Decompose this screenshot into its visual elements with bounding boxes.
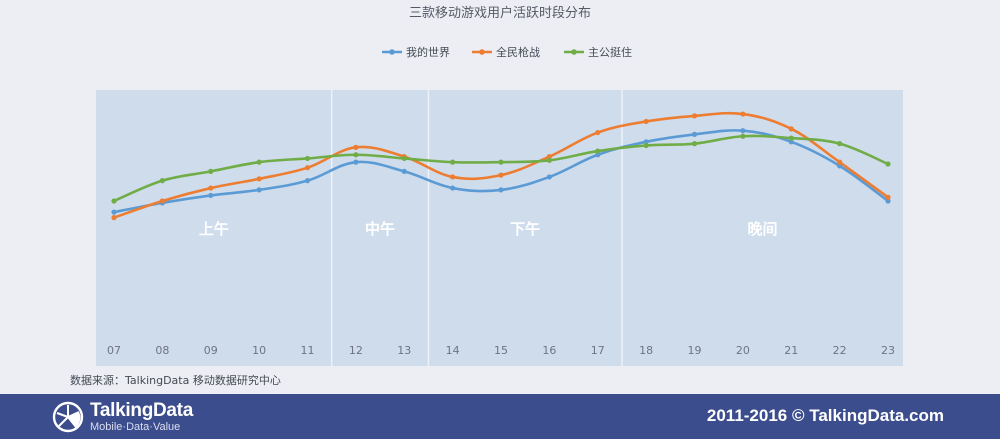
legend-label: 全民枪战 <box>496 45 540 59</box>
data-point <box>208 185 214 191</box>
chart-title: 三款移动游戏用户活跃时段分布 <box>409 5 591 21</box>
data-point <box>643 118 649 125</box>
data-point <box>401 155 407 162</box>
data-point <box>111 215 117 221</box>
period-labels: 上午 中午 下午 晚间 <box>199 220 778 238</box>
x-tick-label: 11 <box>301 344 315 357</box>
data-point <box>546 174 552 180</box>
x-tick-label: 13 <box>397 344 411 357</box>
x-tick-label: 21 <box>784 344 798 357</box>
data-point <box>111 198 117 204</box>
legend-marker <box>479 49 485 55</box>
x-tick-label: 14 <box>446 344 460 357</box>
data-point <box>304 165 311 171</box>
period-label: 下午 <box>510 220 540 238</box>
data-point <box>546 157 552 163</box>
logo-name: TalkingData <box>90 400 193 421</box>
legend: 我的世界 全民枪战 主公挺住 <box>382 45 632 59</box>
x-tick-label: 22 <box>833 344 847 357</box>
period-panel <box>96 90 332 366</box>
x-tick-label: 16 <box>542 344 556 357</box>
data-point <box>498 172 504 178</box>
x-tick-label: 23 <box>881 344 895 357</box>
data-point <box>353 152 359 158</box>
data-point <box>643 142 649 149</box>
period-label: 中午 <box>365 220 395 238</box>
data-point <box>401 168 407 174</box>
x-tick-label: 09 <box>204 344 218 357</box>
data-point <box>353 144 359 150</box>
x-tick-label: 18 <box>639 344 653 357</box>
period-label: 上午 <box>199 220 229 238</box>
source-note: 数据来源：TalkingData 移动数据研究中心 <box>70 373 281 387</box>
period-label: 晚间 <box>747 220 777 238</box>
copyright-text: 2011-2016 © TalkingData.com <box>706 406 944 425</box>
x-axis-ticks: 07 08 09 10 11 12 13 14 15 16 17 18 19 20 21 22 23 <box>107 344 895 357</box>
data-point <box>837 159 843 165</box>
logo-tagline: Mobile·Data·Value <box>90 421 181 433</box>
data-point <box>691 113 698 119</box>
data-point <box>450 174 456 180</box>
talkingdata-logo-icon <box>52 401 84 433</box>
data-point <box>256 187 262 193</box>
data-point <box>159 178 165 184</box>
legend-marker <box>389 49 395 55</box>
legend-label: 我的世界 <box>406 45 450 59</box>
data-point <box>788 139 794 145</box>
data-point <box>498 159 504 165</box>
data-point <box>159 198 165 204</box>
logo: TalkingData Mobile·Data·Value <box>52 399 242 435</box>
data-point <box>208 192 214 199</box>
data-point <box>740 128 746 134</box>
data-point <box>788 126 794 132</box>
chart: 三款移动游戏用户活跃时段分布 我的世界 全民枪战 主公挺住 上午 中午 下午 晚间 07 0… <box>70 5 903 387</box>
data-point <box>256 176 262 182</box>
data-point <box>595 152 601 158</box>
legend-marker <box>571 49 577 55</box>
data-point <box>885 161 891 167</box>
data-point <box>450 185 456 191</box>
data-point <box>691 131 698 137</box>
data-point <box>643 139 649 145</box>
data-point <box>595 148 601 154</box>
data-point <box>740 111 746 117</box>
data-point <box>885 198 891 204</box>
x-tick-label: 17 <box>591 344 605 357</box>
data-point <box>256 159 262 165</box>
data-point <box>837 163 843 169</box>
data-point <box>304 155 311 162</box>
x-tick-label: 12 <box>349 344 363 357</box>
data-point <box>885 194 891 200</box>
x-tick-label: 20 <box>736 344 750 357</box>
x-tick-label: 15 <box>494 344 508 357</box>
x-tick-label: 08 <box>155 344 169 357</box>
period-panel <box>331 90 429 366</box>
data-point <box>111 209 117 215</box>
data-point <box>546 154 552 160</box>
data-point <box>691 141 698 147</box>
legend-label: 主公挺住 <box>588 45 632 59</box>
footer-bar: TalkingData Mobile·Data·Value 2011-2016 … <box>0 394 1000 439</box>
x-tick-label: 07 <box>107 344 121 357</box>
data-point <box>353 159 359 165</box>
data-point <box>595 129 601 136</box>
x-tick-label: 19 <box>688 344 702 357</box>
data-point <box>304 178 311 184</box>
data-point <box>498 187 504 193</box>
x-tick-label: 10 <box>252 344 266 357</box>
data-point <box>450 159 456 165</box>
data-point <box>788 135 794 141</box>
series-points <box>111 111 891 221</box>
data-point <box>837 141 843 147</box>
data-point <box>740 133 746 139</box>
data-point <box>208 168 214 174</box>
